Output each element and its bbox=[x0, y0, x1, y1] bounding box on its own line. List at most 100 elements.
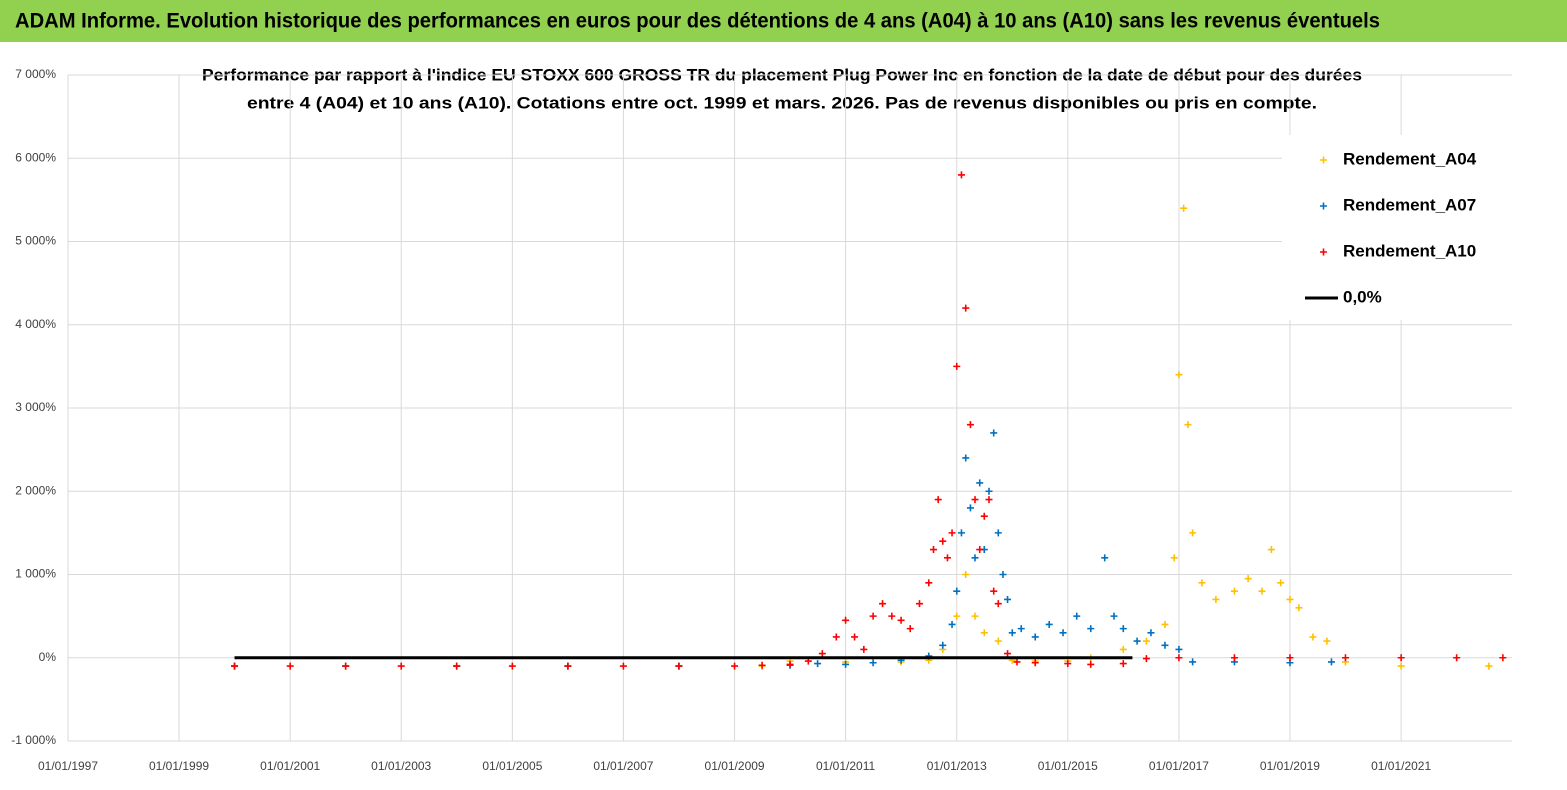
point bbox=[1453, 654, 1461, 662]
point bbox=[976, 546, 984, 554]
point bbox=[786, 660, 794, 668]
legend-label: Rendement_A10 bbox=[1343, 241, 1476, 260]
point bbox=[897, 616, 905, 624]
point bbox=[1119, 660, 1127, 668]
point bbox=[851, 633, 859, 641]
point bbox=[1170, 554, 1178, 562]
point bbox=[1175, 654, 1183, 662]
point bbox=[453, 662, 461, 670]
point bbox=[731, 662, 739, 670]
point bbox=[1087, 625, 1095, 633]
x-tick-label: 01/01/2015 bbox=[1038, 759, 1098, 773]
point bbox=[1175, 645, 1183, 653]
point bbox=[1499, 654, 1507, 662]
point bbox=[1485, 662, 1493, 670]
point bbox=[1004, 595, 1012, 603]
point bbox=[994, 600, 1002, 608]
point bbox=[1309, 633, 1317, 641]
point bbox=[879, 600, 887, 608]
point bbox=[1397, 662, 1405, 670]
x-tick-label: 01/01/2007 bbox=[593, 759, 653, 773]
point bbox=[1017, 625, 1025, 633]
point bbox=[842, 660, 850, 668]
legend-label: Rendement_A07 bbox=[1343, 195, 1476, 214]
point bbox=[888, 612, 896, 620]
x-tick-label: 01/01/2001 bbox=[260, 759, 320, 773]
point bbox=[1142, 655, 1150, 663]
point bbox=[564, 662, 572, 670]
point bbox=[1244, 575, 1252, 583]
point bbox=[1008, 629, 1016, 637]
x-tick-label: 01/01/2013 bbox=[927, 759, 987, 773]
grid: -1 000% 0% 1 000% 2 000% 3 000% 4 000% 5 000% 6… bbox=[11, 67, 1512, 773]
point bbox=[1198, 579, 1206, 587]
point bbox=[1180, 204, 1188, 212]
point bbox=[948, 620, 956, 628]
point bbox=[953, 612, 961, 620]
point bbox=[397, 662, 405, 670]
point bbox=[814, 660, 822, 668]
point bbox=[1230, 587, 1238, 595]
point bbox=[925, 579, 933, 587]
point bbox=[980, 512, 988, 520]
legend-swatch bbox=[1320, 202, 1327, 210]
point bbox=[1258, 587, 1266, 595]
point bbox=[1161, 620, 1169, 628]
point bbox=[1064, 660, 1072, 668]
y-tick-label: 5 000% bbox=[15, 234, 56, 248]
point bbox=[1087, 660, 1095, 668]
x-tick-label: 01/01/2021 bbox=[1371, 759, 1431, 773]
point bbox=[1230, 654, 1238, 662]
point bbox=[957, 529, 965, 537]
point bbox=[1341, 654, 1349, 662]
point bbox=[906, 625, 914, 633]
point bbox=[1133, 637, 1141, 645]
point bbox=[971, 496, 979, 504]
point bbox=[980, 629, 988, 637]
point bbox=[962, 571, 970, 578]
point bbox=[832, 633, 840, 641]
header-band bbox=[0, 0, 1567, 42]
point bbox=[966, 421, 974, 429]
point bbox=[971, 554, 979, 562]
point bbox=[990, 587, 998, 595]
point bbox=[1045, 620, 1053, 628]
point bbox=[1189, 529, 1197, 537]
point bbox=[1031, 633, 1039, 641]
x-tick-label: 01/01/2017 bbox=[1149, 759, 1209, 773]
point bbox=[675, 662, 683, 670]
chart-title: entre 4 (A04) et 10 ans (A10). Cotations… bbox=[247, 93, 1317, 112]
point bbox=[860, 645, 868, 653]
y-tick-label: 3 000% bbox=[15, 400, 56, 414]
point bbox=[818, 650, 826, 658]
point bbox=[1142, 637, 1150, 645]
point bbox=[1286, 654, 1294, 662]
point bbox=[342, 662, 350, 670]
point bbox=[962, 454, 970, 462]
point bbox=[1189, 658, 1197, 666]
header-title: ADAM Informe. Evolution historique des p… bbox=[15, 10, 1380, 33]
point bbox=[1004, 650, 1012, 658]
point bbox=[231, 662, 239, 670]
y-tick-label: 1 000% bbox=[15, 567, 56, 581]
point bbox=[286, 662, 294, 670]
point bbox=[1073, 612, 1081, 620]
point bbox=[990, 429, 998, 437]
point bbox=[953, 587, 961, 595]
point bbox=[1101, 554, 1109, 562]
point bbox=[966, 504, 974, 512]
x-tick-label: 01/01/2011 bbox=[816, 759, 875, 773]
point bbox=[508, 662, 516, 670]
point bbox=[915, 600, 923, 608]
point bbox=[994, 529, 1002, 537]
y-tick-label: 7 000% bbox=[15, 67, 56, 81]
point bbox=[1175, 371, 1183, 379]
point bbox=[1059, 629, 1067, 637]
legend-swatch bbox=[1320, 156, 1327, 164]
point bbox=[943, 554, 951, 562]
point bbox=[929, 546, 937, 554]
y-tick-label: -1 000% bbox=[11, 733, 56, 747]
y-tick-label: 2 000% bbox=[15, 483, 56, 497]
point bbox=[1323, 637, 1331, 645]
